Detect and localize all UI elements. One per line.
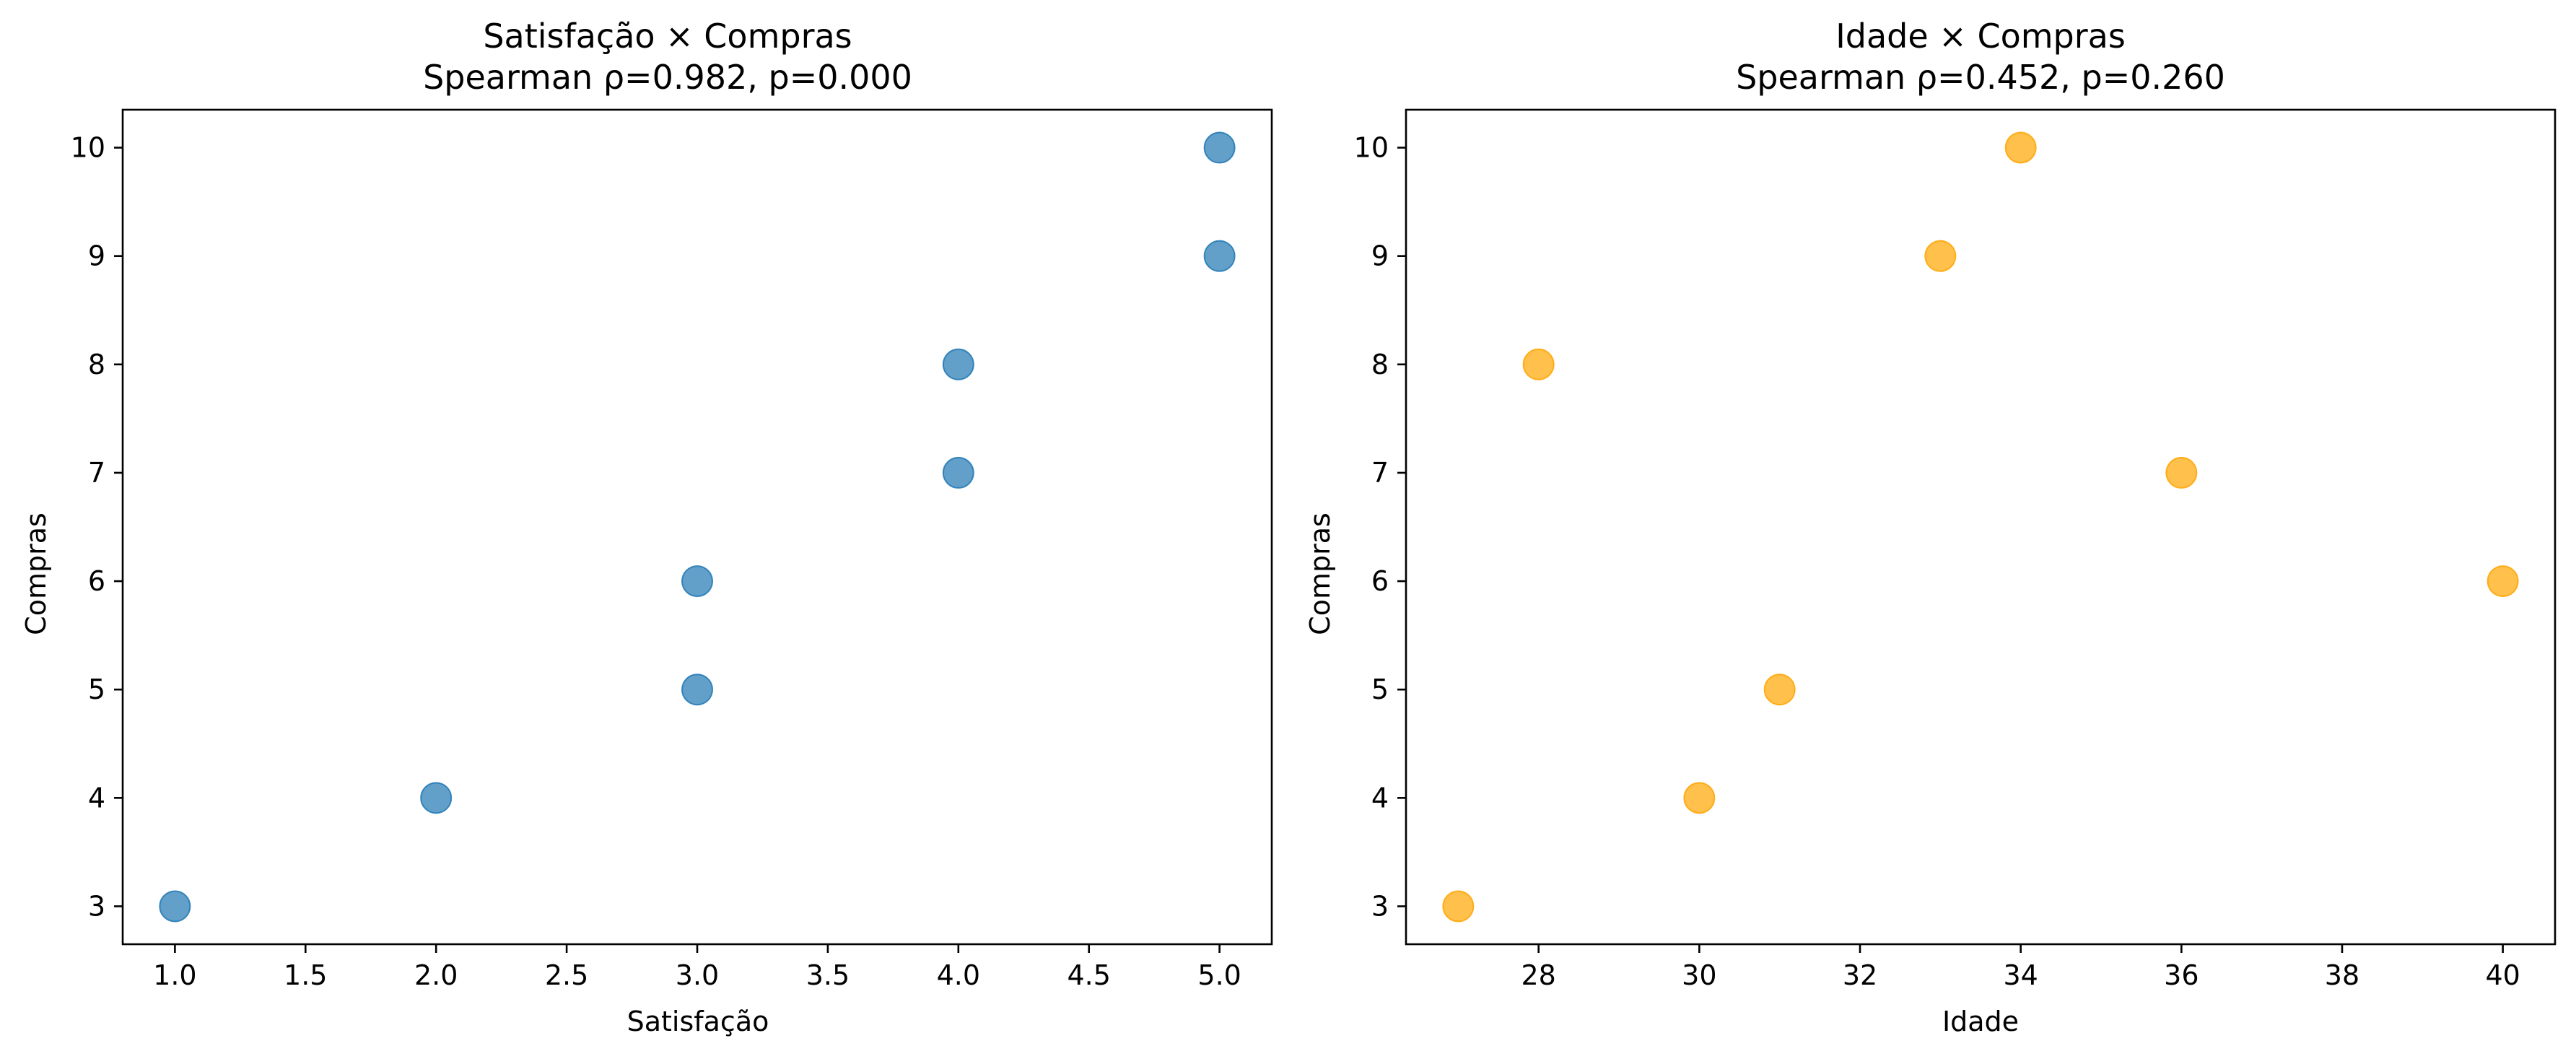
x-axis-label: Idade bbox=[1942, 1006, 2019, 1037]
x-tick-label: 5.0 bbox=[1197, 959, 1241, 991]
x-tick-label: 28 bbox=[1521, 959, 1556, 991]
data-point bbox=[1522, 348, 1555, 380]
x-tick-label: 36 bbox=[2164, 959, 2199, 991]
x-tick-label: 3.5 bbox=[806, 959, 850, 991]
y-tick-label: 9 bbox=[1371, 240, 1389, 272]
scatter-points bbox=[159, 131, 1236, 923]
x-axis-ticks: 1.0 1.5 2.0 2.5 3.0 3.5 4.0 4.5 5.0 bbox=[153, 944, 1241, 991]
data-point bbox=[2165, 456, 2198, 489]
y-tick-label: 5 bbox=[1371, 674, 1389, 705]
y-tick-label: 8 bbox=[88, 349, 105, 380]
x-tick-label: 38 bbox=[2325, 959, 2359, 991]
y-tick-label: 3 bbox=[88, 890, 105, 922]
x-tick-label: 32 bbox=[1843, 959, 1877, 991]
idade-compras-plot: Idade × Compras Spearman ρ=0.452, p=0.26… bbox=[1304, 17, 2557, 1037]
y-tick-label: 8 bbox=[1371, 349, 1389, 380]
y-tick-label: 4 bbox=[88, 782, 105, 814]
data-point bbox=[420, 782, 453, 814]
chart-subtitle: Spearman ρ=0.452, p=0.260 bbox=[1736, 58, 2225, 97]
plot-frame bbox=[121, 108, 1273, 946]
data-point bbox=[942, 348, 974, 380]
x-tick-label: 2.0 bbox=[414, 959, 458, 991]
chart-title: Satisfação × Compras bbox=[483, 17, 852, 56]
y-tick-label: 5 bbox=[88, 674, 105, 705]
y-tick-label: 4 bbox=[1371, 782, 1389, 814]
y-tick-label: 6 bbox=[88, 565, 105, 597]
x-tick-label: 2.5 bbox=[545, 959, 588, 991]
data-point bbox=[2004, 131, 2037, 164]
y-axis-ticks: 3 4 5 6 7 8 9 10 bbox=[71, 132, 123, 922]
data-point bbox=[1683, 782, 1716, 814]
data-point bbox=[2487, 565, 2519, 598]
y-axis-ticks: 3 4 5 6 7 8 9 10 bbox=[1354, 132, 1406, 922]
data-point bbox=[681, 674, 713, 706]
y-tick-label: 7 bbox=[88, 457, 105, 489]
data-point bbox=[159, 890, 191, 923]
x-tick-label: 4.0 bbox=[937, 959, 980, 991]
y-tick-label: 10 bbox=[1354, 132, 1389, 164]
y-tick-label: 3 bbox=[1371, 890, 1389, 922]
x-tick-label: 4.5 bbox=[1067, 959, 1111, 991]
x-tick-label: 30 bbox=[1682, 959, 1716, 991]
plot-frame bbox=[1405, 108, 2557, 946]
x-tick-label: 40 bbox=[2485, 959, 2520, 991]
y-tick-label: 7 bbox=[1371, 457, 1389, 489]
x-axis-label: Satisfação bbox=[627, 1006, 769, 1037]
y-tick-label: 9 bbox=[88, 240, 105, 272]
x-axis-ticks: 28 30 32 34 36 38 40 bbox=[1521, 944, 2520, 991]
data-point bbox=[1442, 890, 1475, 923]
data-point bbox=[1763, 674, 1796, 706]
y-tick-label: 10 bbox=[71, 132, 105, 164]
x-tick-label: 34 bbox=[2003, 959, 2038, 991]
y-tick-label: 6 bbox=[1371, 565, 1389, 597]
data-point bbox=[1924, 240, 1957, 272]
y-axis-label: Compras bbox=[1304, 513, 1336, 635]
data-point bbox=[1203, 131, 1236, 164]
x-tick-label: 1.0 bbox=[153, 959, 196, 991]
x-tick-label: 1.5 bbox=[284, 959, 327, 991]
scatter-points bbox=[1442, 131, 2519, 923]
satisfacao-compras-plot: Satisfação × Compras Spearman ρ=0.982, p… bbox=[20, 17, 1273, 1037]
chart-title: Idade × Compras bbox=[1835, 17, 2126, 56]
chart-subtitle: Spearman ρ=0.982, p=0.000 bbox=[423, 58, 912, 97]
data-point bbox=[681, 565, 713, 598]
data-point bbox=[1203, 240, 1236, 272]
x-tick-label: 3.0 bbox=[676, 959, 719, 991]
data-point bbox=[942, 456, 974, 489]
y-axis-label: Compras bbox=[20, 513, 52, 635]
